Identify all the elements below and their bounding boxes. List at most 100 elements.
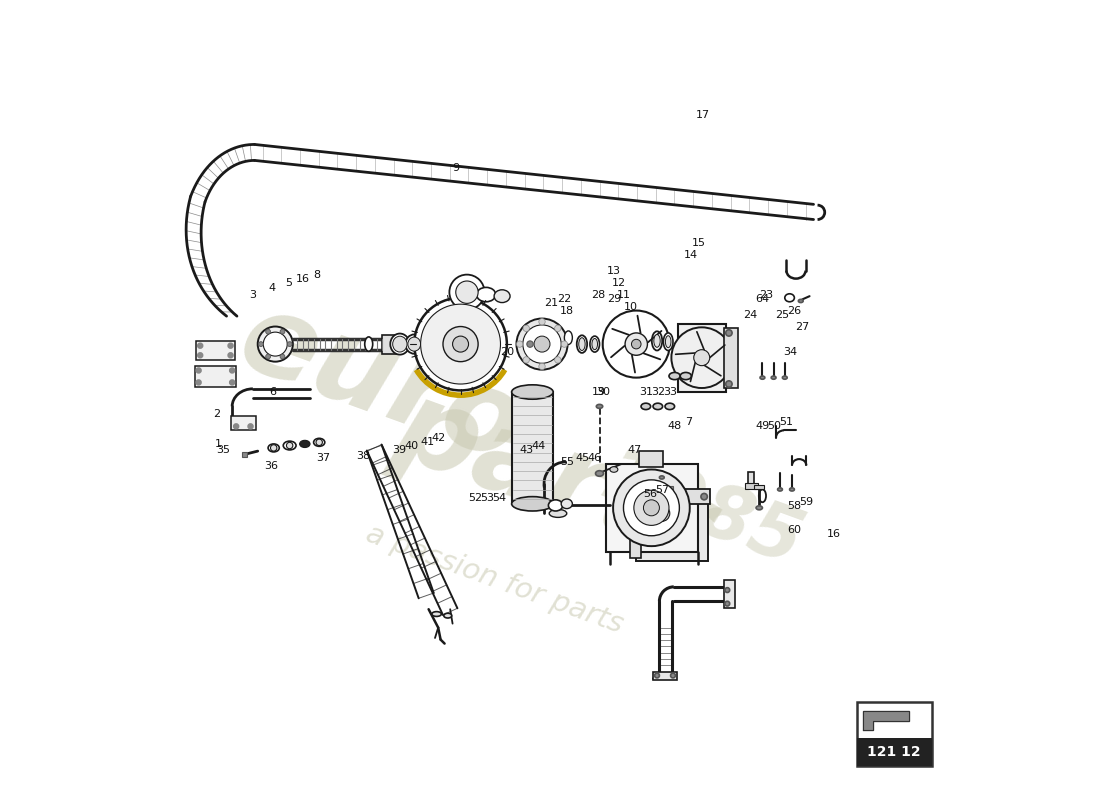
Text: 51: 51	[780, 418, 793, 427]
Circle shape	[522, 325, 529, 331]
Text: 18: 18	[560, 306, 574, 315]
Ellipse shape	[680, 373, 692, 380]
Circle shape	[280, 330, 285, 334]
Bar	[678, 324, 726, 392]
Text: 47: 47	[627, 446, 641, 455]
Circle shape	[554, 357, 561, 363]
Ellipse shape	[564, 331, 572, 345]
Ellipse shape	[756, 506, 762, 510]
Ellipse shape	[653, 403, 662, 410]
Text: 54: 54	[492, 494, 506, 503]
Text: 53: 53	[480, 494, 494, 503]
Text: 64: 64	[756, 294, 770, 303]
Ellipse shape	[365, 337, 373, 351]
Text: 56: 56	[644, 490, 658, 499]
Circle shape	[420, 304, 500, 384]
Circle shape	[701, 494, 707, 500]
Text: 46: 46	[587, 454, 602, 463]
Circle shape	[280, 354, 285, 359]
Text: 55: 55	[560, 458, 574, 467]
Ellipse shape	[494, 290, 510, 302]
Text: 60: 60	[788, 525, 802, 535]
Circle shape	[452, 336, 469, 352]
Circle shape	[671, 673, 675, 678]
Circle shape	[230, 380, 234, 385]
Bar	[383, 334, 398, 354]
Ellipse shape	[652, 331, 662, 350]
Text: 5: 5	[285, 278, 293, 288]
Text: 50: 50	[768, 422, 781, 431]
Circle shape	[415, 298, 507, 390]
Circle shape	[258, 342, 263, 346]
Text: 48: 48	[668, 422, 682, 431]
Bar	[630, 504, 641, 558]
Text: 32: 32	[651, 387, 666, 397]
Text: 1985: 1985	[592, 442, 812, 582]
Text: 58: 58	[788, 502, 802, 511]
Ellipse shape	[592, 338, 597, 350]
Ellipse shape	[778, 488, 782, 491]
Text: 42: 42	[432, 434, 447, 443]
Ellipse shape	[609, 466, 618, 472]
Circle shape	[522, 325, 561, 363]
Circle shape	[725, 602, 729, 606]
Circle shape	[450, 274, 484, 310]
Ellipse shape	[512, 385, 553, 399]
Circle shape	[694, 350, 710, 366]
Circle shape	[539, 318, 546, 325]
Text: 31: 31	[639, 387, 653, 397]
Circle shape	[539, 363, 546, 370]
Circle shape	[634, 490, 669, 526]
Bar	[724, 581, 735, 608]
Circle shape	[654, 673, 659, 678]
Ellipse shape	[590, 336, 600, 352]
Text: 10: 10	[624, 302, 638, 311]
Text: 59: 59	[800, 498, 813, 507]
Circle shape	[527, 341, 534, 347]
Bar	[196, 341, 234, 360]
Bar	[635, 490, 710, 504]
Text: 34: 34	[783, 347, 798, 357]
Text: 16: 16	[296, 274, 310, 284]
Ellipse shape	[408, 337, 420, 351]
Circle shape	[726, 330, 733, 336]
Text: 37: 37	[316, 454, 330, 463]
Text: 121 12: 121 12	[868, 745, 921, 758]
Text: 3: 3	[250, 290, 256, 299]
Bar	[755, 485, 764, 490]
Circle shape	[233, 424, 239, 429]
Circle shape	[725, 588, 729, 593]
Ellipse shape	[760, 376, 764, 379]
Circle shape	[198, 343, 202, 348]
Ellipse shape	[422, 335, 438, 353]
Text: 11: 11	[616, 290, 630, 299]
Bar	[231, 416, 256, 430]
Text: euro: euro	[226, 282, 539, 486]
Ellipse shape	[595, 470, 604, 476]
Text: 25: 25	[776, 310, 790, 319]
Bar	[724, 328, 738, 388]
Circle shape	[522, 357, 529, 363]
Circle shape	[455, 281, 478, 303]
Circle shape	[271, 445, 277, 451]
Bar	[606, 464, 697, 552]
Circle shape	[198, 353, 202, 358]
Circle shape	[517, 341, 522, 347]
Circle shape	[196, 368, 201, 373]
Text: 16: 16	[826, 529, 840, 539]
Text: 19: 19	[592, 387, 606, 397]
Text: 9: 9	[452, 163, 460, 174]
Bar	[652, 486, 673, 494]
Circle shape	[286, 442, 293, 449]
Text: 52: 52	[468, 494, 482, 503]
Text: 21: 21	[543, 298, 558, 307]
Ellipse shape	[576, 335, 587, 353]
Ellipse shape	[579, 338, 585, 350]
Text: parts: parts	[381, 370, 735, 590]
Text: a passion for parts: a passion for parts	[362, 520, 627, 639]
Ellipse shape	[790, 488, 794, 491]
Ellipse shape	[390, 334, 409, 354]
Text: 30: 30	[596, 387, 609, 397]
Text: 35: 35	[217, 446, 230, 455]
Ellipse shape	[476, 287, 496, 302]
